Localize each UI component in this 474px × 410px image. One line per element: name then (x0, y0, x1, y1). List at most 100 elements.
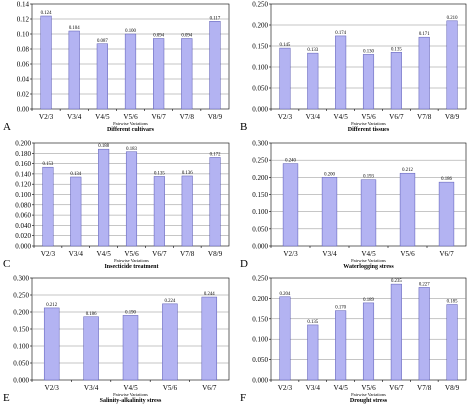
y-tick-label: 0.040 (15, 222, 31, 230)
x-tick-label: V5/6 (400, 250, 415, 258)
x-axis-title-c: Pairwise Variations Insecticide treatmen… (34, 258, 229, 270)
data-label: 0.124 (41, 11, 52, 16)
x-tick-label: V2/3 (45, 384, 60, 392)
bar (279, 47, 291, 110)
bar (181, 175, 193, 247)
y-tick-label: 0.200 (13, 309, 29, 317)
x-tick-label: V4/5 (333, 113, 348, 121)
bar (321, 177, 338, 247)
bar (446, 304, 458, 381)
y-tick-label: 0.10 (17, 31, 30, 39)
data-label: 0.186 (86, 312, 97, 317)
y-tick-label: 0.04 (17, 76, 30, 84)
bar (307, 324, 319, 381)
data-label: 0.170 (335, 306, 346, 311)
chart-svg: 0.00 0.02 0.04 0.06 0.08 0.10 0.12 0.14 0.124 V2/… (17, 1, 230, 121)
y-tick-label: 0.100 (252, 336, 268, 344)
x-axis-title-f: Pairwise Variations Drought stress (271, 392, 466, 404)
data-label: 0.135 (154, 171, 165, 176)
bar (418, 36, 430, 110)
x-axis-label-b: Different tissues (347, 127, 390, 133)
bar (399, 172, 416, 247)
bar (201, 296, 218, 381)
x-tick-label: V8/9 (445, 384, 460, 392)
data-label: 0.135 (391, 47, 402, 52)
x-tick-label: V4/5 (96, 250, 111, 258)
bar (122, 315, 139, 381)
x-tick-label: V8/9 (208, 113, 223, 121)
bar (307, 52, 319, 110)
panel-letter-f: F (240, 392, 247, 404)
panel-letter-d: D (240, 258, 248, 270)
panel-letter-e: E (3, 392, 10, 404)
bar (181, 38, 193, 110)
y-tick-label: 0.000 (252, 377, 268, 385)
y-tick-label: 0.150 (252, 315, 268, 323)
bar (124, 33, 137, 110)
x-tick-label: V2/3 (278, 113, 293, 121)
y-tick-label: 0.050 (13, 360, 29, 368)
x-tick-label: V6/7 (151, 113, 166, 121)
x-tick-label: V7/8 (180, 250, 195, 258)
x-axis-title-b: Pairwise Variations Different tissues (271, 121, 466, 133)
x-tick-label: V3/4 (69, 250, 84, 258)
bar (98, 148, 110, 247)
x-tick-label: V4/5 (123, 384, 138, 392)
data-label: 0.100 (125, 29, 136, 34)
bar (362, 302, 375, 381)
data-label: 0.212 (46, 303, 57, 308)
bar (68, 30, 80, 110)
x-tick-label: V5/6 (361, 113, 376, 121)
x-tick-label: V8/9 (208, 250, 223, 258)
bar (282, 163, 299, 247)
x-tick-label: V5/6 (361, 384, 376, 392)
data-label: 0.244 (204, 292, 215, 297)
bar (96, 43, 108, 110)
bar (335, 35, 347, 110)
x-tick-label: V3/4 (306, 113, 321, 121)
y-tick-label: 0.100 (252, 64, 268, 72)
bar (153, 176, 165, 247)
data-label: 0.189 (363, 298, 374, 303)
x-tick-label: V4/5 (361, 250, 376, 258)
y-tick-label: 0.00 (17, 106, 30, 114)
chart-panel-d: 0.000 0.050 0.100 0.150 0.200 0.250 0.300 0.240… (237, 137, 474, 274)
y-tick-label: 0.020 (15, 232, 31, 240)
y-tick-label: 0.250 (252, 275, 268, 283)
x-tick-label: V5/6 (123, 113, 138, 121)
data-label: 0.135 (307, 320, 318, 325)
data-label: 0.200 (324, 172, 335, 177)
bar (390, 283, 402, 381)
x-axis-subtitle-e: Pairwise Variations (113, 392, 148, 397)
x-tick-label: V5/6 (163, 384, 178, 392)
y-tick-label: 0.160 (15, 160, 31, 168)
data-label: 0.186 (441, 177, 452, 182)
chart-panel-b: 0.000 0.050 0.100 0.150 0.200 0.250 0.145 V2/3 0… (237, 0, 474, 137)
chart-svg: 0.000 0.050 0.100 0.150 0.200 0.250 0.145 V2/3 0… (252, 1, 467, 121)
data-label: 0.235 (391, 279, 402, 284)
x-axis-title-a: Pairwise Variations Different cultivars (32, 121, 229, 133)
bar (418, 287, 430, 381)
y-tick-label: 0.200 (252, 22, 268, 30)
data-label: 0.134 (70, 172, 81, 177)
x-axis-label-a: Different cultivars (106, 127, 155, 133)
bar (279, 296, 291, 381)
x-tick-label: V7/8 (417, 384, 432, 392)
y-tick-label: 0.250 (252, 1, 268, 9)
y-tick-label: 0.000 (13, 377, 29, 385)
data-label: 0.145 (280, 43, 291, 48)
data-label: 0.193 (363, 175, 374, 180)
y-tick-label: 0.060 (15, 212, 31, 220)
x-tick-label: V2/3 (39, 113, 54, 121)
y-tick-label: 0.050 (252, 356, 268, 364)
panel-letter-b: B (240, 121, 248, 133)
x-tick-label: V6/7 (152, 250, 167, 258)
x-tick-label: V3/4 (322, 250, 337, 258)
panel-letter-a: A (3, 121, 11, 133)
x-axis-title-d: Pairwise Variations Waterlogging stress (271, 258, 466, 270)
x-tick-label: V3/4 (67, 113, 82, 121)
x-tick-label: V5/6 (124, 250, 139, 258)
data-label: 0.133 (307, 48, 318, 53)
data-label: 0.185 (447, 300, 458, 305)
bar (153, 38, 165, 110)
